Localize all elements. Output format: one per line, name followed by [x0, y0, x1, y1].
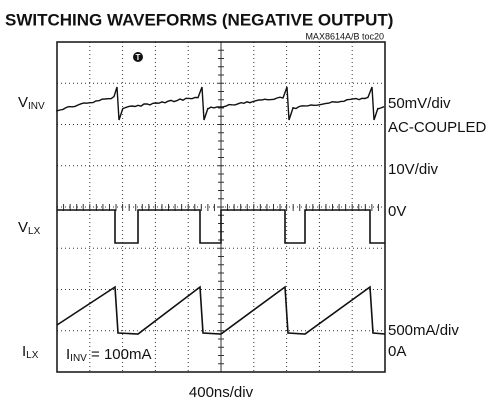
scope-grid — [57, 42, 385, 372]
figure-code: MAX8614A/B toc20 — [305, 31, 384, 41]
scale-label: 50mV/div — [388, 95, 451, 112]
condition-note: IINV = 100mA — [66, 346, 151, 364]
channel-label: ILX — [22, 343, 39, 361]
scale-label: 0A — [388, 343, 406, 360]
channel-label: VINV — [18, 94, 45, 112]
figure: SWITCHING WAVEFORMS (NEGATIVE OUTPUT) MA… — [0, 0, 495, 406]
scale-label: 500mA/div — [388, 322, 459, 339]
scale-label: 0V — [388, 203, 406, 220]
channel-label: VLX — [18, 219, 41, 237]
scale-label: 10V/div — [388, 161, 439, 178]
timebase: 400ns/div — [189, 384, 254, 401]
trigger-label: T — [136, 53, 141, 62]
scale-label: AC-COUPLED — [388, 119, 487, 136]
title: SWITCHING WAVEFORMS (NEGATIVE OUTPUT) — [5, 10, 393, 29]
lx-wave — [57, 210, 385, 243]
